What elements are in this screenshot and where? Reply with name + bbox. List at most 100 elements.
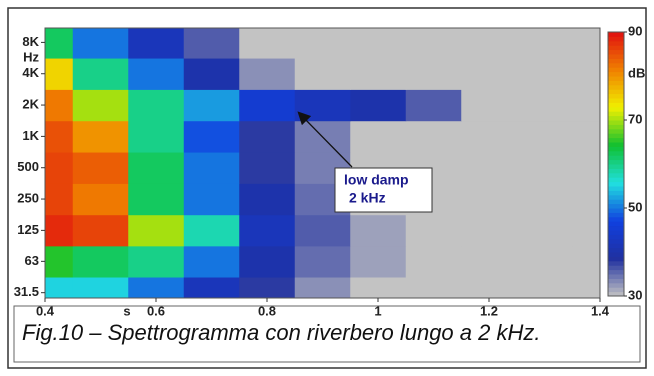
colorbar-segment [608,80,624,85]
cell [572,121,600,153]
cell [517,183,573,215]
x-tick-label: 0.6 [147,303,165,318]
cell [73,215,129,247]
cell [572,28,600,59]
cell [572,89,600,121]
colorbar-segment [608,120,624,125]
spectrogram [45,28,601,299]
colorbar-segment [608,111,624,116]
colorbar-segment [608,265,624,270]
colorbar-segment [608,230,624,235]
cell [239,277,295,298]
cell [239,58,295,90]
cell [406,28,462,59]
cell [406,277,462,298]
colorbar-segment [608,124,624,129]
cell [239,152,295,184]
cell [406,89,462,121]
cell [184,152,240,184]
cell [128,89,184,121]
y-tick-label: 4K [22,65,39,80]
cell [461,152,517,184]
colorbar-segment [608,89,624,94]
cell [45,28,73,59]
colorbar-segment [608,50,624,55]
cell [128,152,184,184]
y-tick-label: 125 [17,222,39,237]
cell [239,89,295,121]
colorbar-segment [608,133,624,138]
x-tick-label: 0.4 [36,303,55,318]
colorbar-segment [608,151,624,156]
colorbar-segment [608,32,624,37]
colorbar-segment [608,182,624,187]
colorbar-segment [608,261,624,266]
colorbar-segment [608,36,624,41]
colorbar-segment [608,98,624,103]
colorbar-segment [608,190,624,195]
cell [517,215,573,247]
cell [239,215,295,247]
colorbar-segment [608,58,624,63]
colorbar-segment [608,41,624,46]
colorbar-segment [608,226,624,231]
cell [45,58,73,90]
cell [350,215,406,247]
cell [517,152,573,184]
cell [239,246,295,278]
cell [184,89,240,121]
colorbar-segment [608,168,624,173]
colorbar-segment [608,116,624,121]
cell [406,121,462,153]
colorbar-tick-label: 70 [628,111,642,126]
cell [350,246,406,278]
cell [73,277,129,298]
y-tick-label: 500 [17,159,39,174]
colorbar-segment [608,164,624,169]
cell [45,183,73,215]
colorbar-segment [608,129,624,134]
colorbar-segment [608,199,624,204]
cell [73,183,129,215]
colorbar-segment [608,256,624,261]
colorbar-segment [608,234,624,239]
y-tick-label: 2K [22,96,39,111]
cell [406,215,462,247]
figure: Fig.10 – Spettrogramma con riverbero lun… [0,0,654,376]
colorbar-segment [608,186,624,191]
colorbar-segment [608,107,624,112]
colorbar-segment [608,85,624,90]
cell [406,246,462,278]
colorbar-segment [608,63,624,68]
cell [461,277,517,298]
cell [184,28,240,59]
annotation-text: 2 kHz [349,190,386,206]
colorbar-segment [608,217,624,222]
cell [461,58,517,90]
cell [350,89,406,121]
cell [73,246,129,278]
cell [128,277,184,298]
x-tick-label: 1.4 [591,303,610,318]
colorbar-segment [608,72,624,77]
y-tick-label: 63 [25,253,39,268]
cell [184,121,240,153]
colorbar-segment [608,138,624,143]
y-tick-label: 250 [17,190,39,205]
colorbar-segment [608,283,624,288]
cell [295,58,351,90]
cell [73,58,129,90]
colorbar-segment [608,54,624,59]
cell [184,277,240,298]
cell [572,152,600,184]
cell [295,277,351,298]
colorbar-segment [608,252,624,257]
cell [517,89,573,121]
colorbar-segment [608,248,624,253]
y-axis-label: Hz [23,49,39,64]
cell [128,28,184,59]
colorbar-segment [608,76,624,81]
cell [239,28,295,59]
colorbar-segment [608,177,624,182]
cell [517,277,573,298]
